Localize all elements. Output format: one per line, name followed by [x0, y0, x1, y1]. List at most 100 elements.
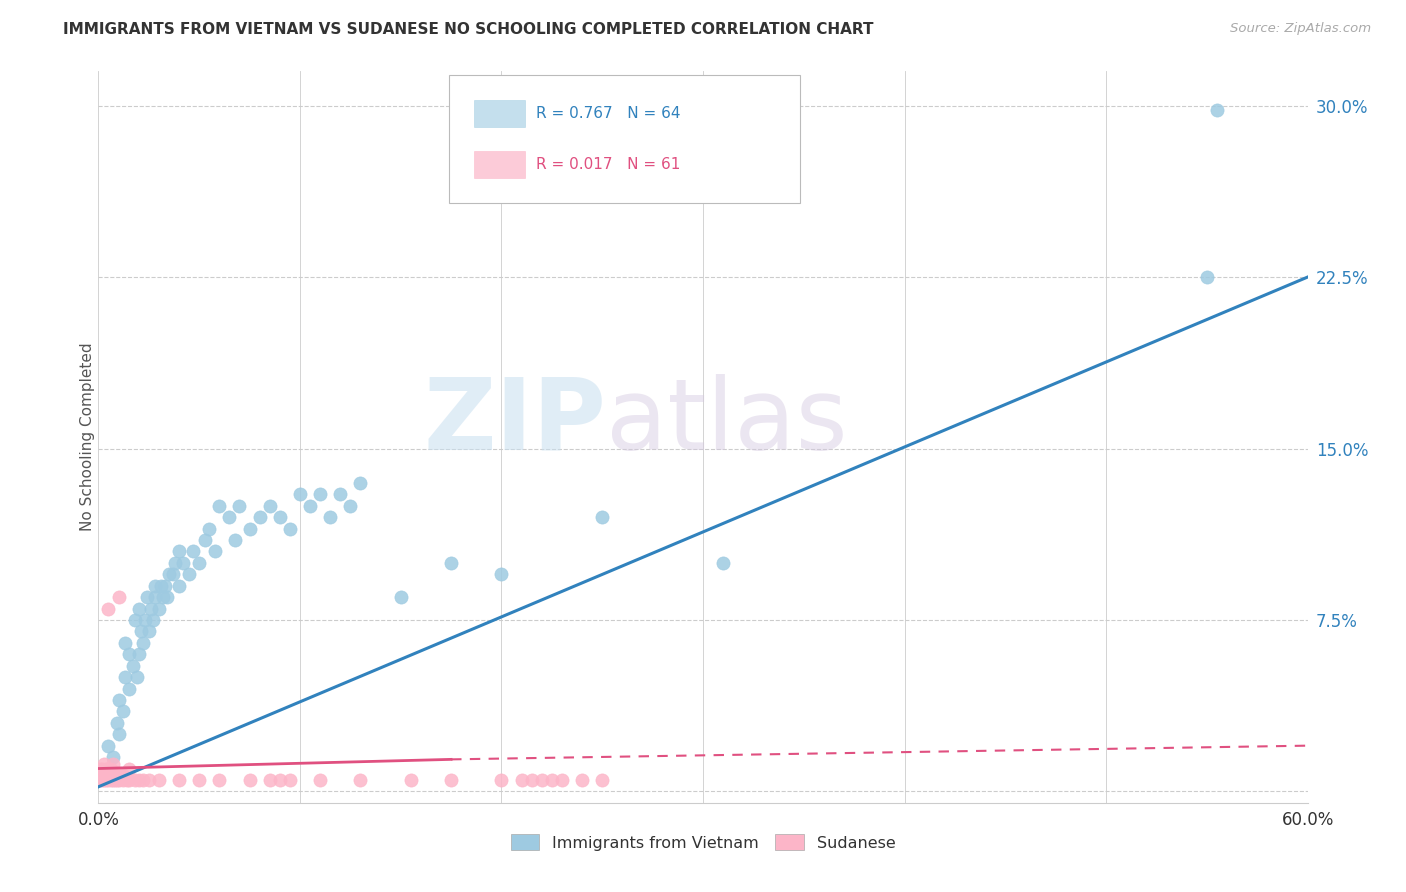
Point	[162, 567, 184, 582]
Point	[101, 750, 124, 764]
Point	[143, 590, 166, 604]
Point	[96, 768, 118, 782]
Point	[91, 762, 114, 776]
Point	[389, 590, 412, 604]
Point	[111, 772, 134, 787]
FancyBboxPatch shape	[474, 100, 526, 127]
Point	[309, 772, 332, 787]
Point	[188, 772, 211, 787]
Point	[105, 715, 128, 730]
Point	[510, 772, 533, 787]
Point	[288, 487, 311, 501]
Point	[118, 772, 141, 787]
Point	[107, 772, 129, 787]
Point	[91, 771, 114, 785]
Point	[111, 768, 134, 782]
Point	[93, 756, 115, 771]
Point	[299, 499, 322, 513]
Point	[96, 772, 118, 787]
Point	[118, 647, 141, 661]
Text: atlas: atlas	[606, 374, 848, 471]
Point	[491, 567, 513, 582]
Point	[138, 772, 160, 787]
Point	[89, 772, 111, 787]
Point	[89, 766, 111, 780]
Point	[278, 521, 301, 535]
Point	[124, 772, 146, 787]
Point	[239, 772, 262, 787]
Point	[148, 772, 170, 787]
Point	[167, 772, 190, 787]
Point	[93, 766, 115, 780]
Text: Source: ZipAtlas.com: Source: ZipAtlas.com	[1230, 22, 1371, 36]
Point	[101, 756, 124, 771]
Point	[100, 768, 122, 782]
Point	[278, 772, 301, 787]
Text: R = 0.767   N = 64: R = 0.767 N = 64	[536, 105, 681, 120]
Point	[148, 601, 170, 615]
Point	[491, 772, 513, 787]
Point	[143, 579, 166, 593]
Point	[97, 771, 120, 785]
Point	[571, 772, 593, 787]
Point	[198, 521, 221, 535]
Point	[132, 636, 155, 650]
Point	[349, 475, 371, 490]
Point	[208, 772, 231, 787]
Point	[204, 544, 226, 558]
Point	[97, 772, 120, 787]
Point	[163, 556, 186, 570]
Point	[167, 579, 190, 593]
Point	[711, 556, 734, 570]
Point	[134, 613, 156, 627]
Point	[100, 772, 122, 787]
Point	[107, 590, 129, 604]
Point	[194, 533, 217, 547]
Point	[111, 705, 134, 719]
Point	[249, 510, 271, 524]
Point	[97, 739, 120, 753]
Point	[103, 772, 125, 787]
Legend: Immigrants from Vietnam, Sudanese: Immigrants from Vietnam, Sudanese	[505, 828, 901, 857]
Point	[591, 510, 613, 524]
Point	[188, 556, 211, 570]
Point	[91, 772, 114, 787]
Point	[208, 499, 231, 513]
Point	[97, 601, 120, 615]
Point	[142, 613, 165, 627]
Point	[105, 772, 128, 787]
Point	[93, 771, 115, 785]
Point	[269, 510, 291, 524]
Point	[339, 499, 361, 513]
Point	[157, 567, 180, 582]
Point	[97, 766, 120, 780]
Y-axis label: No Schooling Completed: No Schooling Completed	[80, 343, 94, 532]
Point	[105, 768, 128, 782]
Point	[530, 772, 553, 787]
Point	[138, 624, 160, 639]
Point	[91, 766, 114, 780]
Point	[149, 579, 172, 593]
Point	[591, 772, 613, 787]
Point	[1195, 270, 1218, 285]
Point	[129, 624, 152, 639]
Point	[224, 533, 246, 547]
Point	[269, 772, 291, 787]
Point	[167, 544, 190, 558]
Text: IMMIGRANTS FROM VIETNAM VS SUDANESE NO SCHOOLING COMPLETED CORRELATION CHART: IMMIGRANTS FROM VIETNAM VS SUDANESE NO S…	[63, 22, 873, 37]
Point	[107, 693, 129, 707]
Point	[125, 670, 148, 684]
Point	[540, 772, 562, 787]
Point	[520, 772, 543, 787]
Point	[97, 762, 120, 776]
Point	[228, 499, 250, 513]
Point	[89, 762, 111, 776]
Point	[156, 590, 179, 604]
Point	[107, 727, 129, 741]
Point	[319, 510, 342, 524]
Point	[135, 590, 157, 604]
Point	[309, 487, 332, 501]
Point	[101, 772, 124, 787]
Point	[152, 590, 174, 604]
FancyBboxPatch shape	[449, 75, 800, 203]
